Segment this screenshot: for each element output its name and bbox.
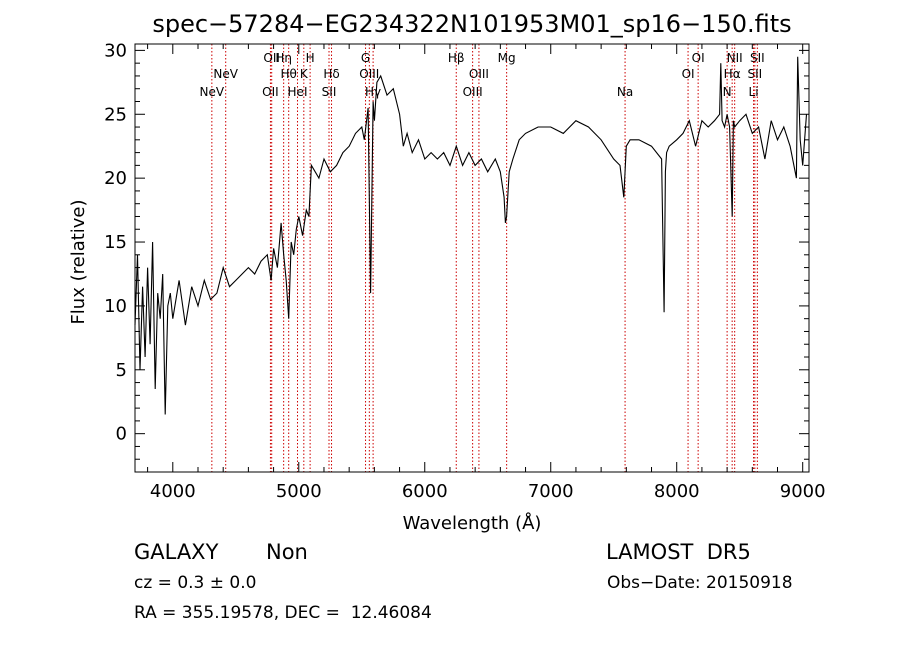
marker-label-9: Hδ [323, 67, 339, 81]
marker-label-22: Hα [724, 67, 741, 81]
y-tick-label-1: 5 [116, 360, 127, 381]
y-tick-label-0: 0 [116, 424, 127, 445]
marker-label-16: OIII [463, 85, 483, 99]
marker-label-5: Hθ [281, 67, 297, 81]
x-tick-label-1: 5000 [276, 481, 322, 502]
y-tick-label-5: 25 [104, 104, 127, 125]
x-tick-label-3: 7000 [528, 481, 574, 502]
y-tick-label-4: 20 [104, 168, 127, 189]
marker-label-1: NeV [213, 67, 238, 81]
marker-label-4: Hη [275, 51, 292, 65]
x-axis-label: Wavelength (Å) [403, 512, 542, 534]
marker-label-20: OI [682, 67, 695, 81]
x-tick-label-0: 4000 [150, 481, 196, 502]
marker-label-2: OII [263, 51, 280, 65]
marker-label-10: SII [322, 85, 337, 99]
marker-label-23: N [723, 85, 732, 99]
observation-date: Obs−Date: 20150918 [607, 573, 793, 593]
marker-label-7: K [300, 67, 309, 81]
x-tick-label-2: 6000 [402, 481, 448, 502]
y-tick-label-6: 30 [104, 40, 127, 61]
x-tick-label-5: 9000 [780, 481, 826, 502]
marker-label-11: G [361, 51, 370, 65]
marker-label-21: NII [727, 51, 743, 65]
y-tick-label-2: 10 [104, 296, 127, 317]
survey-name: LAMOST DR5 [606, 540, 751, 564]
x-tick-label-4: 8000 [654, 481, 700, 502]
marker-label-8: HeI [288, 85, 308, 99]
y-axis-label: Flux (relative) [68, 199, 89, 324]
marker-label-14: Hβ [448, 51, 465, 65]
marker-label-18: Na [617, 85, 633, 99]
marker-label-13: Hγ [365, 85, 381, 99]
chart-title: spec−57284−EG234322N101953M01_sp16−150.f… [152, 10, 791, 38]
redshift-cz: cz = 0.3 ± 0.0 [134, 573, 257, 593]
emission-line-markers: NeVNeVOIIOIIHηHθHKHeIHδSIIGOIIIHγHβOIIIO… [200, 44, 765, 472]
coordinates: RA = 355.19578, DEC = 12.46084 [134, 603, 432, 623]
marker-label-3: OII [262, 85, 279, 99]
marker-label-17: Mg [498, 51, 516, 65]
marker-label-6: H [306, 51, 315, 65]
marker-label-25: SII [747, 67, 762, 81]
marker-label-26: Li [749, 85, 759, 99]
axes: 4000 5000 6000 7000 8000 9000 0 5 10 15 20 25 30 [104, 40, 826, 502]
object-class: GALAXY [134, 540, 219, 564]
marker-label-19: OI [692, 51, 705, 65]
spectrum-series-line [134, 56, 808, 415]
marker-label-15: OIII [469, 67, 489, 81]
marker-label-24: SII [750, 51, 765, 65]
marker-label-12: OIII [359, 67, 379, 81]
object-subclass: Non [266, 540, 308, 564]
y-tick-label-3: 15 [104, 232, 127, 253]
marker-label-0: NeV [200, 85, 225, 99]
plot-frame [134, 43, 810, 473]
